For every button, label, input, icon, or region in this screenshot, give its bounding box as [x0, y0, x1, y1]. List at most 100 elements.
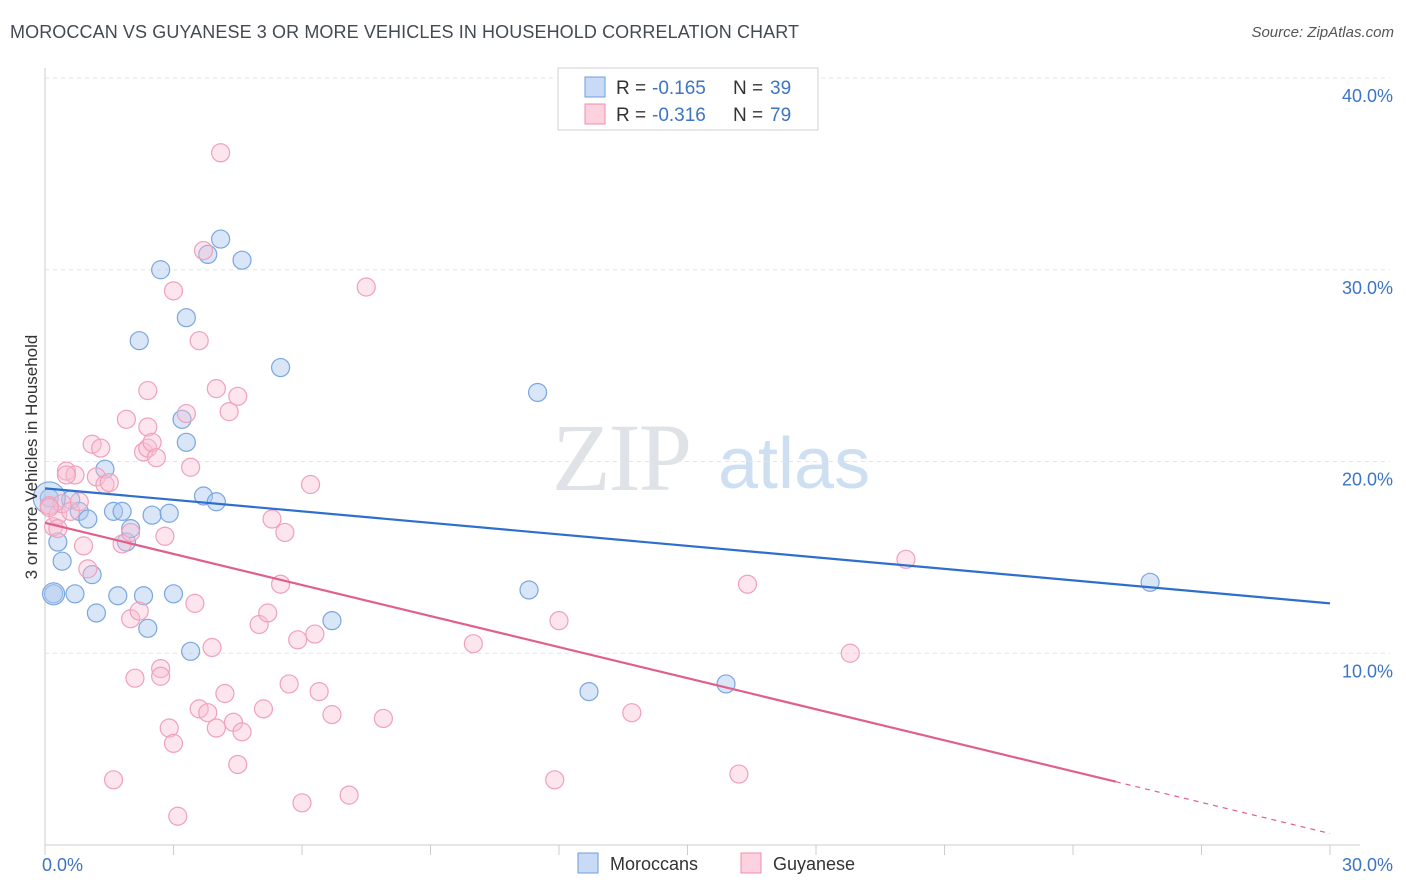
moroccans-point: [129, 331, 149, 351]
guyanese-point: [163, 733, 184, 753]
moroccans-point: [716, 674, 736, 694]
bottom-legend-swatch-moroccans: [577, 852, 599, 874]
moroccans-point: [133, 586, 154, 606]
x-tick-label: 0.0%: [42, 855, 83, 875]
guyanese-point: [121, 522, 141, 543]
guyanese-point: [356, 277, 376, 297]
guyanese-point: [138, 417, 158, 437]
trend-line-guyanese: [44, 521, 1117, 783]
moroccans-point: [78, 509, 98, 529]
legend-r-value: -0.316: [652, 105, 706, 126]
guyanese-point: [206, 379, 226, 399]
moroccans-point: [211, 229, 231, 249]
moroccans-point: [519, 580, 539, 600]
tick-labels: 10.0% 20.0% 30.0% 40.0% 0.0% 30.0%: [42, 86, 1393, 875]
guyanese-point: [279, 674, 299, 694]
guyanese-point: [840, 643, 860, 663]
moroccans-point: [48, 532, 68, 552]
guyanese-point: [219, 402, 239, 422]
guyanese-point: [185, 593, 205, 613]
chart-title: MOROCCAN VS GUYANESE 3 OR MORE VEHICLES …: [10, 22, 800, 42]
guyanese-point: [73, 536, 94, 556]
moroccans-point: [579, 681, 599, 702]
legend-n-label: N =: [733, 105, 763, 126]
moroccans-point: [65, 584, 85, 604]
guyanese-point: [125, 668, 145, 688]
series-guyanese: [39, 143, 916, 826]
moroccans-point: [142, 505, 162, 525]
guyanese-point: [163, 281, 184, 301]
guyanese-point: [463, 634, 483, 654]
y-axis-label: 3 or more Vehicles in Household: [22, 335, 41, 580]
guyanese-point: [373, 708, 393, 729]
guyanese-point: [198, 703, 218, 723]
guyanese-point: [193, 240, 214, 261]
y-tick-label: 30.0%: [1342, 278, 1393, 298]
guyanese-point: [151, 658, 171, 679]
guyanese-point: [69, 492, 89, 512]
moroccans-point: [181, 641, 201, 661]
x-tick-label: 30.0%: [1342, 855, 1393, 875]
guyanese-point: [103, 770, 124, 790]
guyanese-point: [168, 806, 188, 826]
moroccans-point: [108, 586, 128, 606]
guyanese-point: [322, 705, 342, 725]
guyanese-point: [78, 559, 98, 579]
trend-line-guyanese-extension: [1115, 781, 1331, 835]
y-tick-label: 40.0%: [1342, 86, 1393, 106]
guyanese-point: [228, 754, 248, 775]
guyanese-point: [181, 457, 201, 477]
legend: R = -0.165 N = 39 R = -0.316 N = 79: [557, 67, 819, 131]
guyanese-point: [142, 432, 162, 452]
guyanese-point: [202, 637, 222, 658]
moroccans-point: [163, 584, 184, 604]
guyanese-point: [159, 718, 179, 738]
bottom-legend-swatch-guyanese: [740, 852, 762, 874]
guyanese-point: [300, 474, 321, 495]
guyanese-point: [146, 448, 166, 468]
watermark: ZIP atlas: [552, 404, 870, 511]
moroccans-point: [206, 492, 226, 512]
moroccans-point: [138, 618, 158, 638]
guyanese-point: [91, 438, 111, 458]
guyanese-point: [275, 522, 295, 543]
guyanese-point: [309, 681, 329, 702]
guyanese-point: [176, 403, 196, 424]
watermark-zip: ZIP: [552, 404, 690, 511]
moroccans-point: [151, 260, 171, 280]
guyanese-point: [253, 699, 274, 719]
guyanese-point: [549, 611, 569, 631]
trend-line-moroccans: [44, 487, 1331, 605]
guyanese-point: [262, 509, 282, 529]
moroccans-point: [527, 382, 548, 403]
guyanese-point: [232, 722, 252, 742]
legend-n-value: 79: [770, 105, 791, 126]
legend-n-value: 39: [770, 78, 791, 99]
bottom-legend-guyanese: Guyanese: [773, 854, 855, 874]
y-tick-label: 10.0%: [1342, 661, 1393, 681]
bottom-legend: Moroccans Guyanese: [577, 852, 855, 874]
guyanese-point: [729, 764, 749, 784]
moroccans-point: [112, 501, 132, 521]
guyanese-point: [339, 785, 359, 805]
moroccans-point: [86, 603, 107, 623]
guyanese-point: [211, 143, 231, 163]
moroccans-point: [176, 308, 196, 328]
guyanese-point: [155, 526, 175, 546]
legend-swatch-guyanese: [584, 103, 606, 125]
guyanese-point: [258, 603, 278, 623]
moroccans-point: [52, 551, 72, 571]
trend-lines: [44, 487, 1331, 835]
guyanese-point: [305, 624, 325, 644]
grid: [45, 77, 1390, 654]
guyanese-point: [292, 793, 312, 813]
guyanese-point: [215, 683, 235, 704]
guyanese-point: [228, 386, 248, 406]
moroccans-point: [159, 503, 179, 523]
y-tick-label: 20.0%: [1342, 470, 1393, 490]
guyanese-point: [896, 549, 916, 569]
source-label: Source: ZipAtlas.com: [1251, 24, 1394, 41]
guyanese-point: [545, 770, 565, 790]
guyanese-point: [99, 472, 119, 493]
